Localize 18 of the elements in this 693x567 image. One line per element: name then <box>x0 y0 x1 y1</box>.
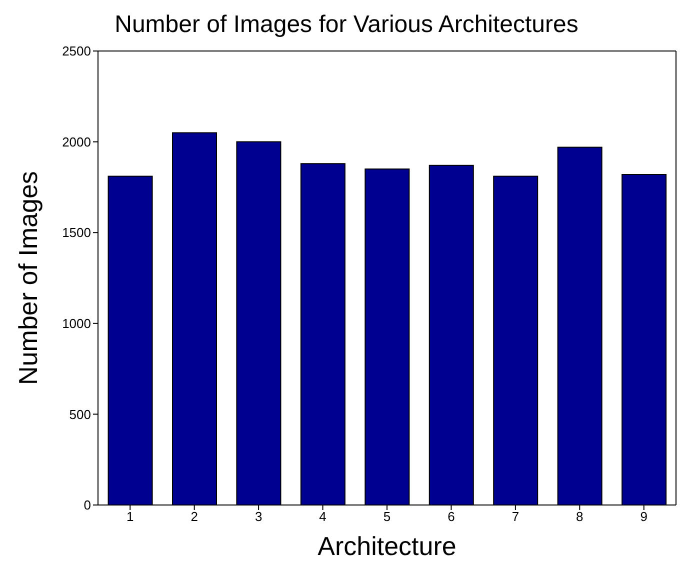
chart-title: Number of Images for Various Architectures <box>114 10 580 40</box>
y-tick-label: 1000 <box>62 316 91 332</box>
x-tick-label: 8 <box>576 509 584 524</box>
x-tick-label: 1 <box>126 509 134 524</box>
y-tick-label: 500 <box>69 406 91 422</box>
x-tick-label: 7 <box>512 509 520 524</box>
x-axis-title: Architecture <box>318 531 456 561</box>
y-tick-label: 2500 <box>62 44 91 59</box>
x-tick-label: 6 <box>448 509 455 524</box>
x-tick-label: 9 <box>640 509 648 524</box>
y-axis-title: Number of Images <box>13 171 44 385</box>
y-tick-label: 2000 <box>62 134 91 150</box>
y-tick-label: 1500 <box>62 225 91 240</box>
x-tick-label: 4 <box>319 509 326 524</box>
x-tick-label: 2 <box>190 509 198 524</box>
x-tick-label: 3 <box>254 509 262 524</box>
y-tick-label: 0 <box>84 498 91 513</box>
x-tick-label: 5 <box>383 509 391 524</box>
